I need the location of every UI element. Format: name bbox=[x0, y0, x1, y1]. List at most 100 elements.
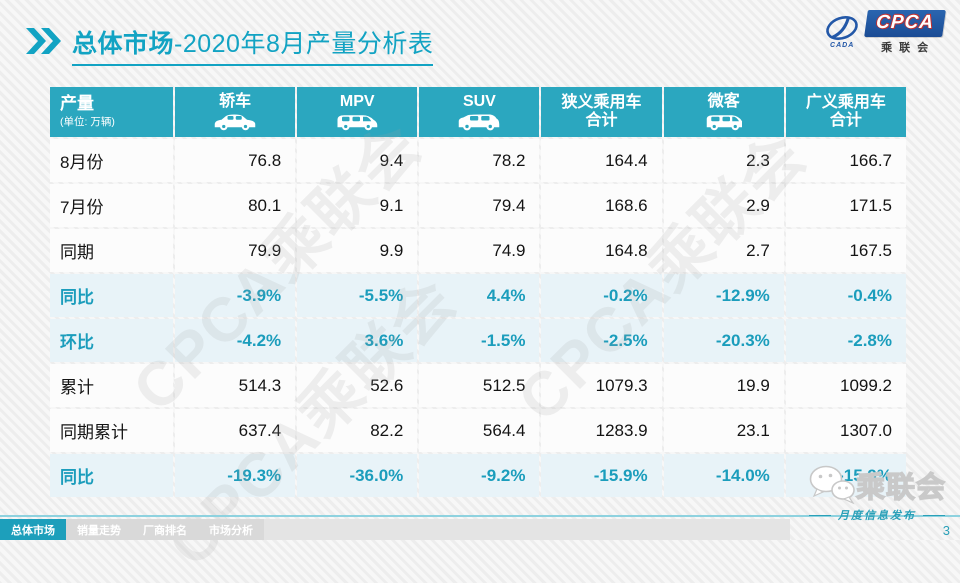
table-cell: 166.7 bbox=[785, 139, 906, 182]
footer-tab-3[interactable]: 厂商排名 bbox=[143, 524, 187, 537]
table-cell: 1099.2 bbox=[785, 364, 906, 407]
table-cell: 9.1 bbox=[297, 184, 418, 227]
title-bar: 总体市场-2020年8月产量分析表 bbox=[26, 24, 434, 66]
cpca-emblem: CADA bbox=[823, 14, 861, 49]
caption-line-left bbox=[808, 514, 831, 516]
table-cell: 79.9 bbox=[175, 229, 296, 272]
table-row: 累计 514.3 52.6 512.5 1079.3 19.9 1099.2 bbox=[50, 364, 906, 407]
table-cell: 74.9 bbox=[419, 229, 540, 272]
table-cell: 171.5 bbox=[785, 184, 906, 227]
table-cell: 79.4 bbox=[419, 184, 540, 227]
sedan-icon bbox=[214, 114, 256, 130]
title-rest: -2020年8月产量分析表 bbox=[174, 30, 434, 58]
table-cell: 3.6% bbox=[297, 319, 418, 362]
table-cell: 514.3 bbox=[175, 364, 296, 407]
table-cell: 52.6 bbox=[297, 364, 418, 407]
table-cell: 2.3 bbox=[663, 139, 784, 182]
table-cell: 564.4 bbox=[419, 409, 540, 452]
table-cell: -1.5% bbox=[419, 319, 540, 362]
table-cell: 637.4 bbox=[175, 409, 296, 452]
footer-tab-1[interactable]: 总体市场 bbox=[0, 519, 66, 540]
microvan-icon bbox=[706, 114, 742, 130]
table-row: 同期累计 637.4 82.2 564.4 1283.9 23.1 1307.0 bbox=[50, 409, 906, 452]
table-cell: 78.2 bbox=[419, 139, 540, 182]
table-row: 8月份 76.8 9.4 78.2 164.4 2.3 166.7 bbox=[50, 139, 906, 182]
table-cell: 76.8 bbox=[175, 139, 296, 182]
row-label: 7月份 bbox=[50, 184, 173, 227]
cada-label: CADA bbox=[830, 42, 855, 49]
table-cell: -19.3% bbox=[175, 454, 296, 497]
table-cell: -2.5% bbox=[541, 319, 662, 362]
footer-tab-strip: 总体市场 销量走势 厂商排名 市场分析 bbox=[0, 519, 790, 540]
row-label: 同比 bbox=[50, 454, 173, 497]
suv-icon bbox=[459, 114, 500, 131]
table-cell: 2.7 bbox=[663, 229, 784, 272]
table-cell: 512.5 bbox=[419, 364, 540, 407]
table-cell: -0.2% bbox=[541, 274, 662, 317]
table-cell: 1283.9 bbox=[541, 409, 662, 452]
cpca-logo: CADA CPCA 乘联会 bbox=[823, 10, 946, 55]
table-cell: 164.4 bbox=[541, 139, 662, 182]
table-cell: 1307.0 bbox=[785, 409, 906, 452]
table-cell: 23.1 bbox=[663, 409, 784, 452]
table-cell: -14.0% bbox=[663, 454, 784, 497]
caption-text: 月度信息发布 bbox=[837, 510, 916, 522]
unit-label: (单位: 万辆) bbox=[60, 116, 115, 129]
column-label: MPV bbox=[339, 93, 375, 111]
column-header-6: 广义乘用车 合计 bbox=[785, 87, 906, 137]
row-label: 8月份 bbox=[50, 139, 173, 182]
row-label: 环比 bbox=[50, 319, 173, 362]
table-cell: 80.1 bbox=[175, 184, 296, 227]
table-cell: -2.8% bbox=[785, 319, 906, 362]
table-cell: 4.4% bbox=[419, 274, 540, 317]
cpca-text: CPCA bbox=[875, 12, 935, 33]
table-cell: 9.9 bbox=[297, 229, 418, 272]
table-row: 同期 79.9 9.9 74.9 164.8 2.7 167.5 bbox=[50, 229, 906, 272]
column-label: 广义乘用车 bbox=[805, 93, 886, 111]
column-header-5: 微客 bbox=[663, 87, 784, 137]
table-cell: -20.3% bbox=[663, 319, 784, 362]
footer-tab-4[interactable]: 市场分析 bbox=[209, 524, 253, 537]
column-label: 狭义乘用车 bbox=[561, 93, 642, 111]
table-cell: 19.9 bbox=[663, 364, 784, 407]
page-number: 3 bbox=[942, 523, 950, 538]
table-cell: 164.8 bbox=[541, 229, 662, 272]
table-row: 同比 -3.9% -5.5% 4.4% -0.2% -12.9% -0.4% bbox=[50, 274, 906, 317]
cpca-box: CPCA bbox=[864, 10, 946, 37]
caption-row: 月度信息发布 bbox=[808, 507, 945, 523]
row-label: 同期 bbox=[50, 229, 173, 272]
table-cell: 82.2 bbox=[297, 409, 418, 452]
column-label: SUV bbox=[462, 93, 496, 111]
table-cell: 2.9 bbox=[663, 184, 784, 227]
table-cell: 9.4 bbox=[297, 139, 418, 182]
column-label-line2: 合计 bbox=[585, 112, 618, 129]
mpv-icon bbox=[337, 114, 378, 130]
table-row: 同比 -19.3% -36.0% -9.2% -15.9% -14.0% -15.9% bbox=[50, 454, 906, 497]
row-label: 同期累计 bbox=[50, 409, 173, 452]
table-cell: -3.9% bbox=[175, 274, 296, 317]
footer-tabbar: 总体市场 销量走势 厂商排名 市场分析 bbox=[0, 519, 264, 540]
table-cell: 1079.3 bbox=[541, 364, 662, 407]
table-cell: -0.4% bbox=[785, 274, 906, 317]
column-label-line2: 合计 bbox=[829, 112, 862, 129]
column-header-1: 轿车 bbox=[175, 87, 296, 137]
column-header-2: MPV bbox=[297, 87, 418, 137]
footer-accent-line bbox=[0, 515, 960, 517]
brand-name: 乘联会 bbox=[855, 471, 946, 504]
double-chevron-icon bbox=[26, 28, 61, 54]
caption-line-right bbox=[922, 514, 945, 516]
table-cell: -36.0% bbox=[297, 454, 418, 497]
production-table: 产量 (单位: 万辆) 轿车 MPV SUV 狭义乘用车 合计 微客 广义乘用车 合计… bbox=[48, 85, 908, 499]
column-label: 微客 bbox=[707, 93, 740, 111]
table-cell: -5.5% bbox=[297, 274, 418, 317]
column-header-4: 狭义乘用车 合计 bbox=[541, 87, 662, 137]
table-cell: -9.2% bbox=[419, 454, 540, 497]
wechat-icon bbox=[809, 465, 855, 505]
table-cell: 168.6 bbox=[541, 184, 662, 227]
column-header-3: SUV bbox=[419, 87, 540, 137]
title-emphasis: 总体市场 bbox=[72, 30, 175, 58]
footer-tab-2[interactable]: 销量走势 bbox=[77, 524, 121, 537]
table-cell: 167.5 bbox=[785, 229, 906, 272]
production-label: 产量 bbox=[60, 93, 94, 113]
table-cell: -4.2% bbox=[175, 319, 296, 362]
